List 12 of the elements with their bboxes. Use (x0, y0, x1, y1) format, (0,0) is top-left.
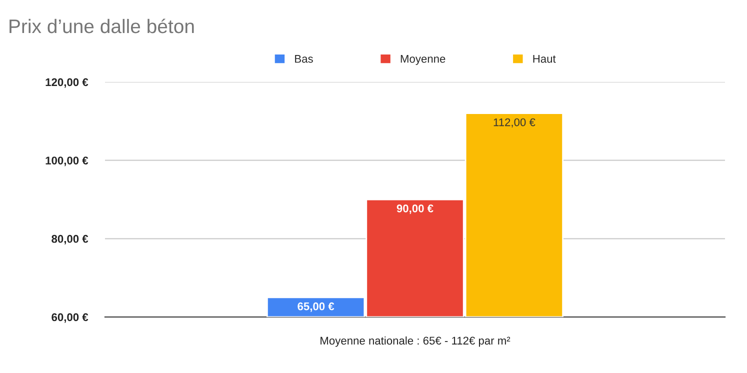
legend-label: Bas (295, 55, 313, 63)
data-label: 65,00 € (298, 302, 334, 312)
data-label: 112,00 € (494, 118, 536, 128)
legend-label: Moyenne (400, 55, 446, 65)
y-tick-label: 80,00 € (52, 234, 88, 244)
data-label: 90,00 € (396, 204, 434, 214)
x-tick-label: Moyenne nationale : 65€ - 112€ par m² (320, 336, 510, 347)
chart-title: Prix d’une dalle béton (10, 18, 194, 34)
y-tick-label: 100,00 € (46, 156, 88, 166)
legend-label: Haut (533, 55, 556, 63)
y-tick-label: 120,00 € (46, 78, 88, 88)
y-tick-label: 60,00 € (52, 313, 88, 323)
